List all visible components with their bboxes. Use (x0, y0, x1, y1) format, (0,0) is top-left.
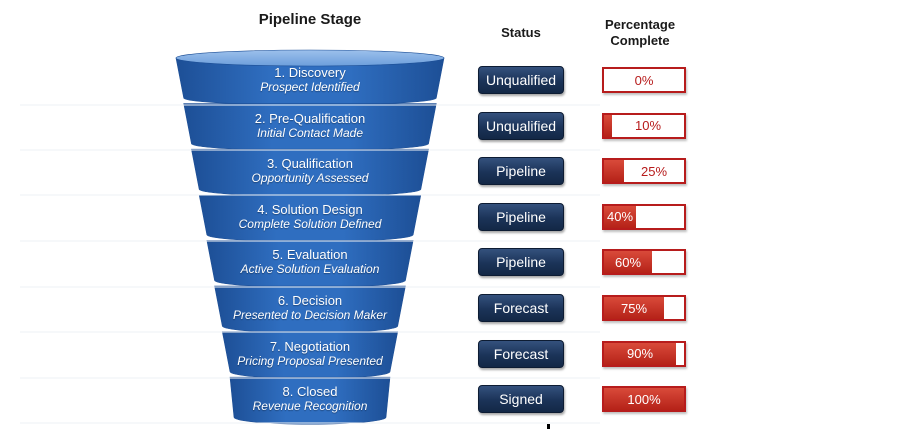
status-badge: Unqualified (478, 111, 564, 140)
percent-complete-bar: 75% (602, 295, 686, 321)
percent-complete-fill (604, 342, 676, 365)
funnel-segment (198, 194, 422, 243)
status-badge: Signed (478, 385, 564, 414)
percent-complete-bar: 10% (602, 112, 686, 139)
funnel-segment (183, 103, 437, 151)
percent-complete-fill (604, 160, 624, 183)
pipeline-stage-header: Pipeline Stage (258, 11, 362, 28)
percent-complete-fill (604, 205, 636, 228)
percent-complete-fill (604, 251, 652, 274)
percent-complete-fill (604, 297, 664, 319)
percent-complete-label: 0% (634, 72, 654, 88)
funnel-segment-body (214, 285, 406, 334)
status-badge: Forecast (478, 339, 564, 368)
funnel-segment (221, 331, 399, 379)
percent-complete-bar: 40% (602, 203, 686, 230)
status-badge: Forecast (478, 294, 564, 322)
percent-complete-label: 25% (640, 163, 668, 179)
status-badge: Pipeline (478, 157, 564, 186)
funnel-segment-body (191, 148, 429, 197)
funnel-segment (191, 148, 429, 197)
percent-complete-fill (604, 388, 684, 411)
funnel-segment-body (183, 103, 437, 151)
funnel-top-ellipse (175, 49, 445, 67)
funnel-segment (214, 285, 406, 334)
funnel-segment (206, 240, 414, 288)
percentage-header-line1: Percentage (604, 17, 676, 32)
percent-complete-label: 90% (626, 346, 654, 362)
funnel-segment (175, 49, 445, 106)
percent-complete-label: 40% (606, 209, 634, 225)
percent-complete-bar: 60% (602, 249, 686, 276)
status-badge: Pipeline (478, 202, 564, 231)
status-badge: Unqualified (478, 66, 564, 94)
percent-complete-bar: 25% (602, 158, 686, 185)
funnel-segment-body (198, 194, 422, 243)
percent-complete-label: 100% (627, 391, 661, 407)
percent-complete-bar: 0% (602, 67, 686, 93)
percent-complete-bar: 100% (602, 386, 686, 413)
cursor-marker (547, 424, 550, 429)
percentage-complete-header: Percentage Complete (584, 17, 696, 49)
percent-complete-fill (604, 114, 612, 137)
percent-complete-bar: 90% (602, 340, 686, 367)
status-header: Status (501, 25, 541, 40)
funnel-segment-body (206, 240, 414, 288)
percent-complete-label: 75% (620, 300, 648, 316)
funnel-segment (229, 376, 391, 425)
percent-complete-label: 60% (614, 254, 642, 270)
percent-complete-label: 10% (634, 118, 662, 134)
status-badge: Pipeline (478, 248, 564, 277)
percentage-header-line2: Complete (610, 33, 670, 48)
funnel-segment-body (221, 331, 399, 379)
funnel-segment-body (229, 376, 391, 425)
